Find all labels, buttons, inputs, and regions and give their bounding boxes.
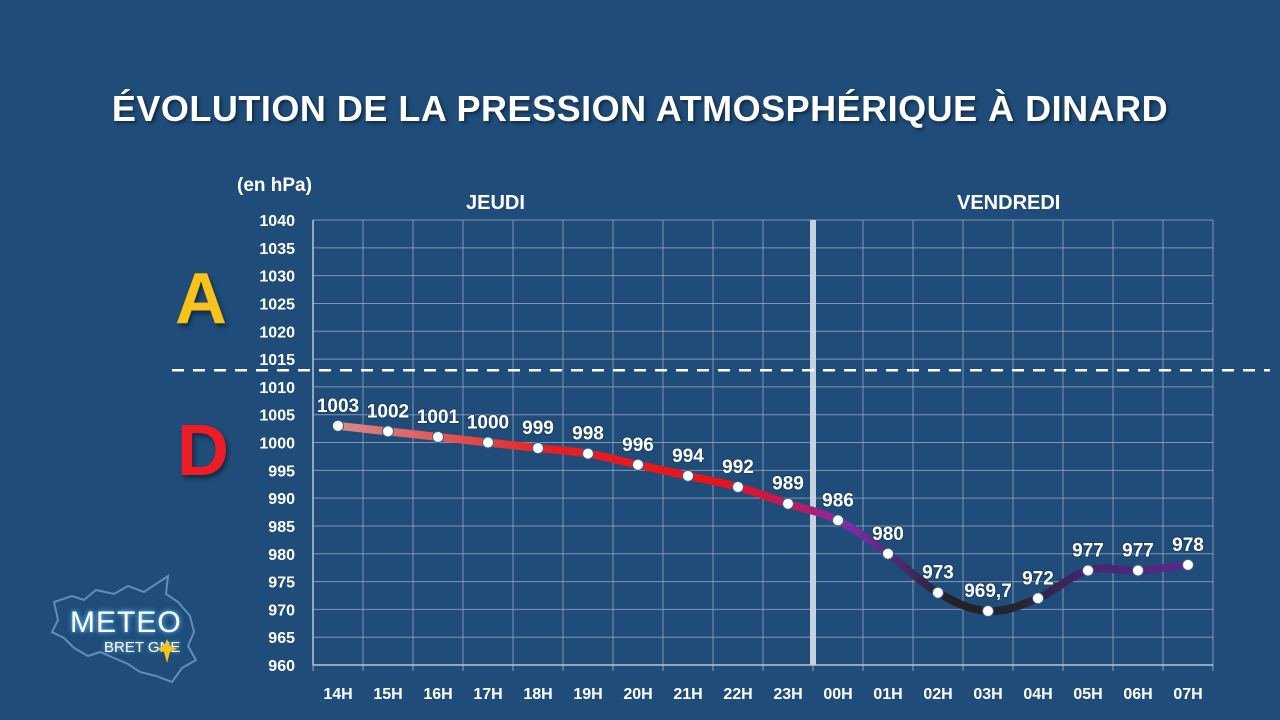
data-label: 973 — [922, 563, 954, 584]
data-label: 986 — [822, 490, 854, 511]
x-tick-label: 20H — [623, 686, 652, 703]
x-tick-label: 21H — [673, 686, 702, 703]
data-label: 972 — [1022, 568, 1054, 589]
data-point — [482, 436, 494, 449]
x-tick-label: 03H — [973, 686, 1002, 703]
data-label: 969,7 — [964, 581, 1012, 602]
data-label: 977 — [1072, 540, 1104, 561]
y-tick-label: 1020 — [259, 324, 295, 341]
data-label: 989 — [772, 474, 804, 495]
data-point — [832, 514, 844, 527]
data-point — [1182, 558, 1194, 571]
x-tick-label: 15H — [373, 686, 402, 703]
chart-series: 1003 1002 1001 1000 999 998 996 994 992 989 986 980… — [316, 395, 1205, 618]
x-tick-label: 04H — [1023, 686, 1052, 703]
x-tick-label: 23H — [773, 686, 802, 703]
data-label: 1001 — [417, 407, 460, 428]
data-label: 977 — [1122, 540, 1154, 561]
data-point — [332, 419, 344, 432]
y-tick-label: 1005 — [259, 408, 295, 425]
y-tick-label: 1010 — [259, 380, 295, 397]
chart-grid — [312, 219, 1214, 666]
x-tick-label: 17H — [473, 686, 502, 703]
data-label: 999 — [522, 418, 554, 439]
y-tick-label: 1040 — [259, 213, 295, 230]
data-label: 992 — [722, 457, 754, 478]
x-tick-label: 07H — [1173, 686, 1202, 703]
y-tick-label: 980 — [268, 547, 295, 564]
data-point — [932, 586, 944, 599]
anticyclone-zone-marker: A — [175, 259, 227, 339]
x-tick-label: 18H — [523, 686, 552, 703]
data-point — [1082, 564, 1094, 577]
y-tick-label: 965 — [268, 630, 295, 647]
data-point — [532, 442, 544, 455]
data-label: 994 — [672, 446, 704, 467]
day-label-jeudi: JEUDI — [466, 192, 525, 214]
data-point — [782, 497, 794, 510]
y-tick-label: 1000 — [259, 436, 295, 453]
data-point — [432, 430, 444, 443]
data-label: 1000 — [467, 413, 509, 434]
data-point — [982, 605, 994, 618]
x-tick-label: 22H — [723, 686, 752, 703]
logo-text-meteo: METEO — [70, 606, 182, 639]
ermine-icon — [157, 639, 177, 663]
data-point — [1132, 564, 1144, 577]
day-label-vendredi: VENDREDI — [957, 192, 1061, 214]
x-tick-label: 01H — [873, 686, 902, 703]
meteo-bretagne-logo: METEO BRET GNE — [44, 572, 214, 692]
data-label: 980 — [872, 524, 904, 545]
x-tick-label: 05H — [1073, 686, 1102, 703]
y-tick-label: 985 — [268, 519, 295, 536]
logo-text-bretagne: BRET GNE — [104, 639, 181, 656]
chart-axes: 1040 1035 1030 1025 1020 1015 1010 1005 1000 995 9… — [172, 213, 1270, 703]
x-tick-label: 19H — [573, 686, 602, 703]
y-tick-label: 1030 — [259, 269, 295, 286]
data-point — [632, 458, 644, 471]
data-point — [382, 425, 394, 438]
brittany-map-icon — [50, 573, 198, 684]
y-tick-label: 1035 — [259, 241, 295, 258]
data-label: 1003 — [317, 396, 359, 417]
y-tick-label: 975 — [268, 575, 295, 592]
data-point — [682, 469, 694, 482]
x-tick-label: 00H — [823, 686, 852, 703]
data-label: 996 — [622, 435, 654, 456]
x-tick-label: 14H — [323, 686, 352, 703]
y-tick-label: 995 — [268, 463, 295, 480]
y-tick-label: 990 — [268, 491, 295, 508]
depression-zone-marker: D — [177, 411, 229, 491]
chart-title: ÉVOLUTION DE LA PRESSION ATMOSPHÉRIQUE À… — [111, 88, 1169, 129]
y-tick-label: 970 — [268, 602, 295, 619]
y-tick-label: 960 — [268, 658, 295, 675]
data-point — [732, 481, 744, 493]
y-tick-label: 1015 — [259, 352, 295, 369]
y-tick-label: 1025 — [259, 296, 295, 313]
data-label: 1002 — [367, 401, 409, 422]
y-axis-unit-label: (en hPa) — [237, 175, 312, 196]
data-label: 998 — [572, 424, 604, 445]
x-tick-label: 16H — [423, 686, 452, 703]
data-point — [882, 547, 894, 560]
data-point — [1032, 592, 1044, 605]
x-tick-label: 02H — [923, 686, 952, 703]
x-tick-label: 06H — [1123, 686, 1152, 703]
data-label: 978 — [1172, 535, 1204, 556]
data-point — [582, 447, 594, 460]
